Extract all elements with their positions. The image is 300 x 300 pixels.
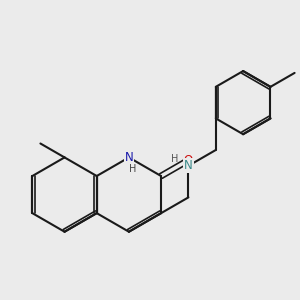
Text: H: H — [171, 154, 178, 164]
Text: N: N — [124, 151, 133, 164]
Text: O: O — [184, 154, 193, 167]
Text: N: N — [184, 159, 193, 172]
Text: H: H — [129, 164, 136, 174]
